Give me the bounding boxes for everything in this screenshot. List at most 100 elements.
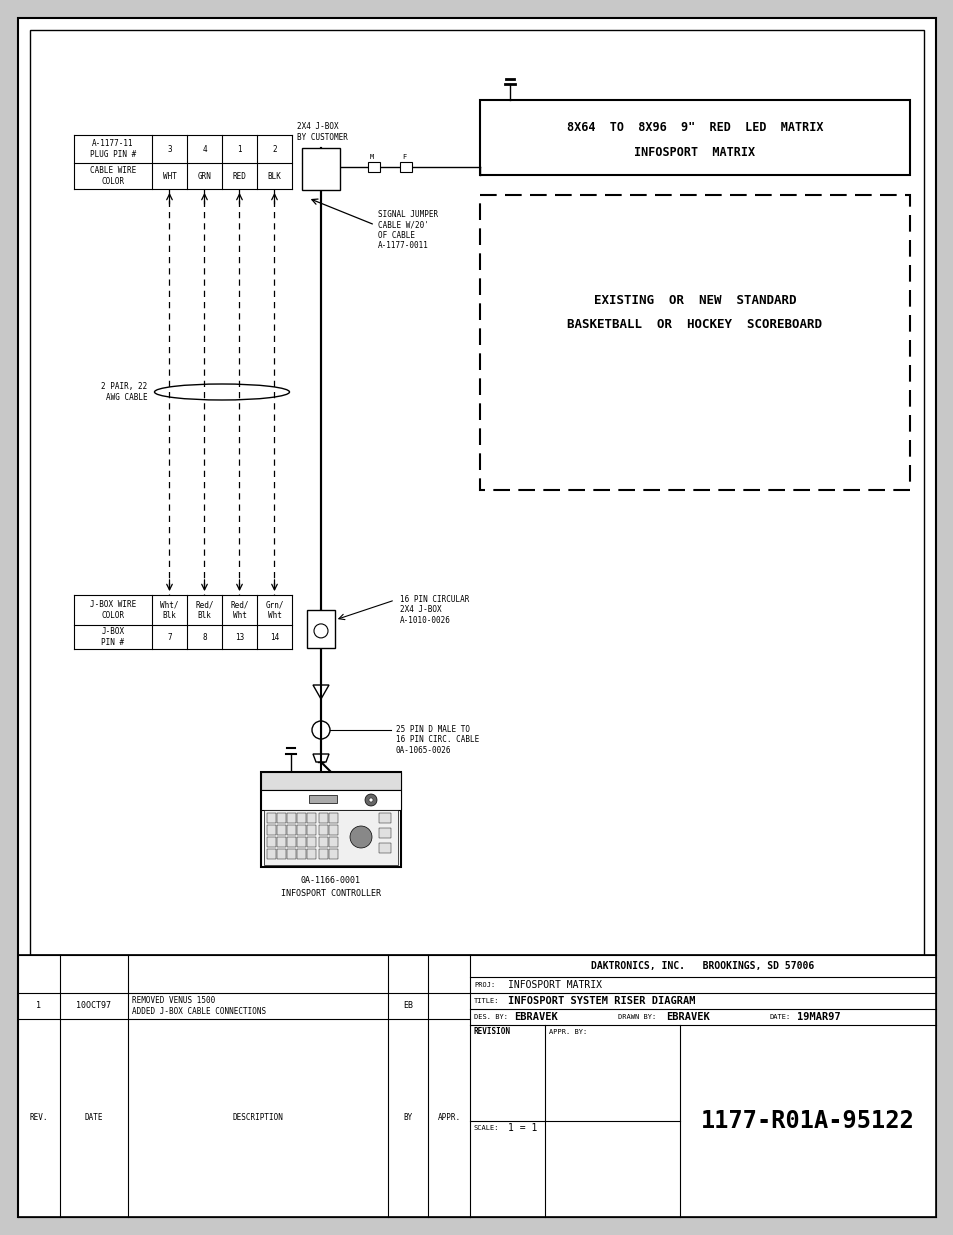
Bar: [30, 30, 923, 955]
Bar: [287, 825, 295, 835]
Text: EXISTING  OR  NEW  STANDARD: EXISTING OR NEW STANDARD: [593, 294, 796, 306]
Circle shape: [350, 826, 372, 848]
Bar: [318, 848, 328, 860]
Text: INFOSPORT SYSTEM RISER DIAGRAM: INFOSPORT SYSTEM RISER DIAGRAM: [507, 995, 695, 1007]
Text: ALLSPORT 4100: ALLSPORT 4100: [293, 776, 369, 785]
Text: DAKTRONICS, INC.   BROOKINGS, SD 57006: DAKTRONICS, INC. BROOKINGS, SD 57006: [591, 961, 814, 971]
Text: F: F: [401, 154, 406, 161]
Text: 8: 8: [202, 632, 207, 641]
Bar: [287, 837, 295, 847]
Bar: [307, 837, 315, 847]
Bar: [318, 825, 328, 835]
Text: APPR. BY:: APPR. BY:: [548, 1029, 587, 1035]
Text: 13: 13: [234, 632, 244, 641]
Text: J-BOX
PIN #: J-BOX PIN #: [101, 627, 125, 647]
Text: 19MAR97: 19MAR97: [796, 1011, 840, 1023]
Text: INFOSPORT MATRIX: INFOSPORT MATRIX: [507, 981, 601, 990]
Bar: [287, 848, 295, 860]
Bar: [296, 837, 306, 847]
Bar: [261, 772, 400, 867]
Bar: [302, 148, 339, 190]
Bar: [329, 813, 337, 823]
Text: APPR.: APPR.: [437, 1114, 460, 1123]
Text: 2: 2: [272, 144, 276, 153]
Bar: [378, 844, 391, 853]
Text: 4: 4: [202, 144, 207, 153]
Text: DATE: DATE: [85, 1114, 103, 1123]
Bar: [261, 790, 400, 810]
Circle shape: [365, 794, 376, 806]
Bar: [399, 162, 412, 172]
Text: 1: 1: [36, 1002, 42, 1010]
Bar: [264, 810, 397, 864]
Text: PROJ:: PROJ:: [474, 982, 495, 988]
Bar: [307, 825, 315, 835]
Text: 7: 7: [167, 632, 172, 641]
Bar: [18, 955, 935, 1216]
Text: SCALE:: SCALE:: [474, 1125, 499, 1131]
Bar: [267, 837, 275, 847]
Bar: [479, 100, 909, 175]
Bar: [378, 813, 391, 823]
Text: 16 PIN CIRCULAR
2X4 J-BOX
A-1010-0026: 16 PIN CIRCULAR 2X4 J-BOX A-1010-0026: [399, 595, 469, 625]
Text: 14: 14: [270, 632, 279, 641]
Text: 2 PAIR, 22
AWG CABLE: 2 PAIR, 22 AWG CABLE: [101, 383, 148, 401]
Text: 0A-1166-0001: 0A-1166-0001: [301, 877, 360, 885]
Text: EBRAVEK: EBRAVEK: [514, 1011, 558, 1023]
Bar: [267, 825, 275, 835]
Text: BASKETBALL  OR  HOCKEY  SCOREBOARD: BASKETBALL OR HOCKEY SCOREBOARD: [567, 319, 821, 331]
Text: REMOVED VENUS 1500: REMOVED VENUS 1500: [132, 997, 215, 1005]
Text: RED: RED: [233, 172, 246, 180]
Text: ≡□: ≡□: [276, 795, 289, 805]
Bar: [309, 795, 336, 803]
Text: BY: BY: [403, 1114, 413, 1123]
Bar: [296, 825, 306, 835]
Bar: [378, 827, 391, 839]
Text: 1: 1: [237, 144, 241, 153]
Text: TITLE:: TITLE:: [474, 998, 499, 1004]
Bar: [318, 813, 328, 823]
Bar: [307, 848, 315, 860]
Text: EBRAVEK: EBRAVEK: [665, 1011, 709, 1023]
Text: 25 PIN D MALE TO
16 PIN CIRC. CABLE
0A-1065-0026: 25 PIN D MALE TO 16 PIN CIRC. CABLE 0A-1…: [395, 725, 478, 755]
Text: DESCRIPTION: DESCRIPTION: [233, 1114, 283, 1123]
Bar: [287, 813, 295, 823]
Text: 10OCT97: 10OCT97: [76, 1002, 112, 1010]
Text: BLK: BLK: [267, 172, 281, 180]
Text: 3: 3: [167, 144, 172, 153]
Text: WHT: WHT: [162, 172, 176, 180]
Circle shape: [369, 798, 373, 802]
Bar: [276, 813, 286, 823]
Bar: [479, 195, 909, 490]
Text: ADDED J-BOX CABLE CONNECTIONS: ADDED J-BOX CABLE CONNECTIONS: [132, 1008, 266, 1016]
Bar: [307, 813, 315, 823]
Text: EB: EB: [402, 1002, 413, 1010]
Text: CABLE WIRE
COLOR: CABLE WIRE COLOR: [90, 167, 136, 185]
Text: 1 = 1: 1 = 1: [507, 1123, 537, 1132]
Bar: [307, 610, 335, 648]
Bar: [267, 813, 275, 823]
Text: Red/
Wht: Red/ Wht: [230, 600, 249, 620]
Bar: [329, 848, 337, 860]
Text: SIGNAL JUMPER
CABLE W/20'
OF CABLE
A-1177-0011: SIGNAL JUMPER CABLE W/20' OF CABLE A-117…: [377, 210, 437, 251]
Text: Wht/
Blk: Wht/ Blk: [160, 600, 178, 620]
Text: 8X64  TO  8X96  9"  RED  LED  MATRIX: 8X64 TO 8X96 9" RED LED MATRIX: [566, 121, 822, 133]
Text: DATE:: DATE:: [769, 1014, 790, 1020]
Bar: [276, 825, 286, 835]
Bar: [276, 848, 286, 860]
Text: INFOSPORT CONTROLLER: INFOSPORT CONTROLLER: [281, 889, 380, 899]
Bar: [329, 825, 337, 835]
Text: Red/
Blk: Red/ Blk: [195, 600, 213, 620]
Text: REV.: REV.: [30, 1114, 49, 1123]
Bar: [368, 162, 379, 172]
Text: DES. BY:: DES. BY:: [474, 1014, 507, 1020]
Text: 2X4 J-BOX
BY CUSTOMER: 2X4 J-BOX BY CUSTOMER: [296, 122, 348, 142]
Bar: [318, 837, 328, 847]
Text: DRAWN BY:: DRAWN BY:: [618, 1014, 656, 1020]
Text: A-1177-11
PLUG PIN #: A-1177-11 PLUG PIN #: [90, 140, 136, 159]
Text: M: M: [370, 154, 374, 161]
Text: Grn/
Wht: Grn/ Wht: [265, 600, 283, 620]
Text: GRN: GRN: [197, 172, 212, 180]
Bar: [329, 837, 337, 847]
Text: INFOSPORT  MATRIX: INFOSPORT MATRIX: [634, 146, 755, 158]
